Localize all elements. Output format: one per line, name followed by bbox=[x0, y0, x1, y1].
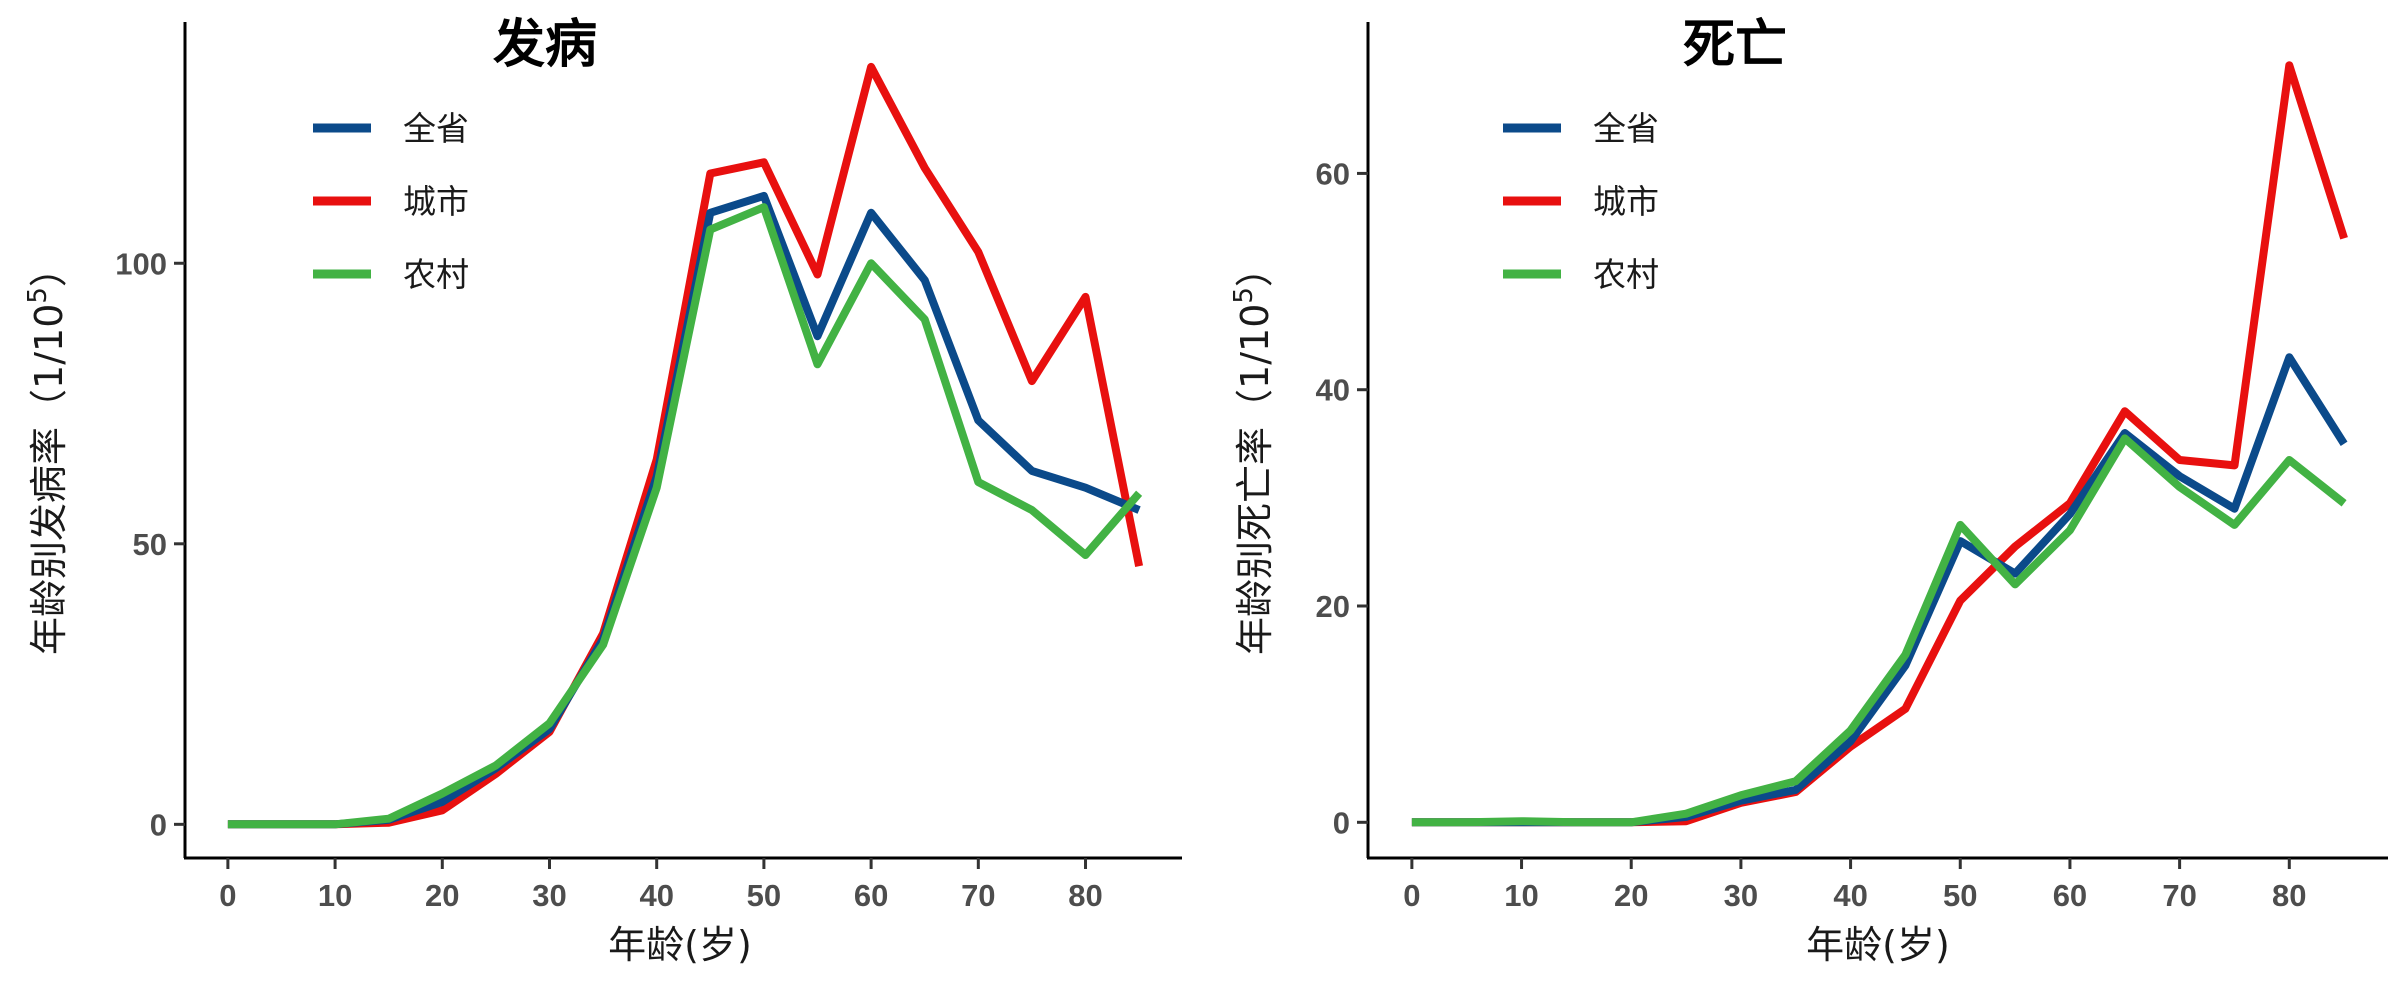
mortality-x-tick-label: 0 bbox=[1403, 878, 1420, 913]
incidence-x-tick-label: 0 bbox=[219, 878, 236, 913]
mortality-y-tick-label: 0 bbox=[1333, 805, 1350, 840]
incidence-legend-label-urban: 城市 bbox=[403, 182, 469, 221]
mortality-series-lines bbox=[1411, 61, 2348, 827]
incidence-y-ticks: 0 50 100 bbox=[115, 246, 185, 842]
mortality-x-tick-label: 80 bbox=[2272, 878, 2306, 913]
incidence-series-line-province bbox=[227, 191, 1141, 829]
mortality-y-tick-label: 60 bbox=[1316, 156, 1350, 191]
mortality-legend-label-urban: 城市 bbox=[1593, 182, 1659, 221]
mortality-y-tick-label: 40 bbox=[1316, 373, 1350, 408]
mortality-legend-label-province: 全省 bbox=[1593, 109, 1659, 148]
mortality-x-tick-label: 60 bbox=[2053, 878, 2087, 913]
mortality-x-tick-label: 20 bbox=[1614, 878, 1648, 913]
mortality-gridless-plot: 0 20 40 60 0 10 20 30 40 50 60 70 80 bbox=[1316, 22, 2388, 913]
incidence-panel-title: 发病 bbox=[493, 14, 597, 75]
incidence-x-tick-label: 40 bbox=[639, 878, 673, 913]
incidence-panel: 发病 0 50 100 0 10 20 30 40 50 60 70 80 年龄(岁) 年龄别发病率… bbox=[23, 14, 1182, 967]
incidence-y-tick-label: 0 bbox=[150, 807, 167, 842]
incidence-x-tick-label: 10 bbox=[318, 878, 352, 913]
incidence-y-tick-label: 100 bbox=[115, 246, 167, 281]
mortality-panel: 死亡 0 20 40 60 0 10 20 30 40 50 60 70 80 年龄(岁) 年龄别死亡… bbox=[1229, 14, 2388, 967]
mortality-x-tick-label: 50 bbox=[1943, 878, 1977, 913]
incidence-y-axis-title-close: ） bbox=[27, 249, 71, 287]
mortality-legend-label-rural: 农村 bbox=[1593, 255, 1659, 294]
mortality-y-axis-title: 年龄别死亡率（1/105） bbox=[1229, 249, 1277, 655]
mortality-y-ticks: 0 20 40 60 bbox=[1316, 156, 1368, 840]
mortality-y-axis-title-main: 年龄别死亡率（1/10 bbox=[1233, 304, 1277, 655]
mortality-series-line-rural bbox=[1411, 434, 2347, 827]
incidence-x-tick-label: 80 bbox=[1068, 878, 1102, 913]
mortality-x-tick-label: 40 bbox=[1833, 878, 1867, 913]
mortality-y-tick-label: 20 bbox=[1316, 589, 1350, 624]
mortality-x-tick-label: 70 bbox=[2162, 878, 2196, 913]
incidence-x-tick-label: 50 bbox=[747, 878, 781, 913]
incidence-series-lines bbox=[227, 62, 1144, 829]
mortality-series-line-province bbox=[1411, 353, 2348, 827]
mortality-x-ticks: 0 10 20 30 40 50 60 70 80 bbox=[1403, 858, 2307, 913]
incidence-legend-label-province: 全省 bbox=[403, 109, 469, 148]
mortality-x-tick-label: 30 bbox=[1724, 878, 1758, 913]
mortality-y-axis-title-close: ） bbox=[1233, 249, 1277, 287]
mortality-panel-title: 死亡 bbox=[1683, 14, 1787, 75]
incidence-y-axis-title: 年龄别发病率（1/105） bbox=[23, 249, 71, 655]
mortality-x-axis-title: 年龄(岁) bbox=[1806, 923, 1950, 967]
incidence-gridless-plot: 0 50 100 0 10 20 30 40 50 60 70 80 bbox=[115, 22, 1182, 913]
incidence-x-tick-label: 30 bbox=[532, 878, 566, 913]
incidence-y-axis-title-exponent: 5 bbox=[23, 287, 53, 304]
incidence-x-tick-label: 20 bbox=[425, 878, 459, 913]
incidence-legend-label-rural: 农村 bbox=[403, 255, 469, 294]
incidence-series-line-rural bbox=[227, 203, 1143, 829]
incidence-x-tick-label: 70 bbox=[961, 878, 995, 913]
incidence-y-tick-label: 50 bbox=[133, 527, 167, 562]
incidence-y-axis-title-main: 年龄别发病率（1/10 bbox=[27, 304, 71, 655]
mortality-y-axis-title-exponent: 5 bbox=[1229, 287, 1259, 304]
incidence-x-tick-label: 60 bbox=[854, 878, 888, 913]
incidence-x-axis-title: 年龄(岁) bbox=[608, 923, 752, 967]
incidence-x-ticks: 0 10 20 30 40 50 60 70 80 bbox=[219, 858, 1103, 913]
mortality-x-tick-label: 10 bbox=[1504, 878, 1538, 913]
